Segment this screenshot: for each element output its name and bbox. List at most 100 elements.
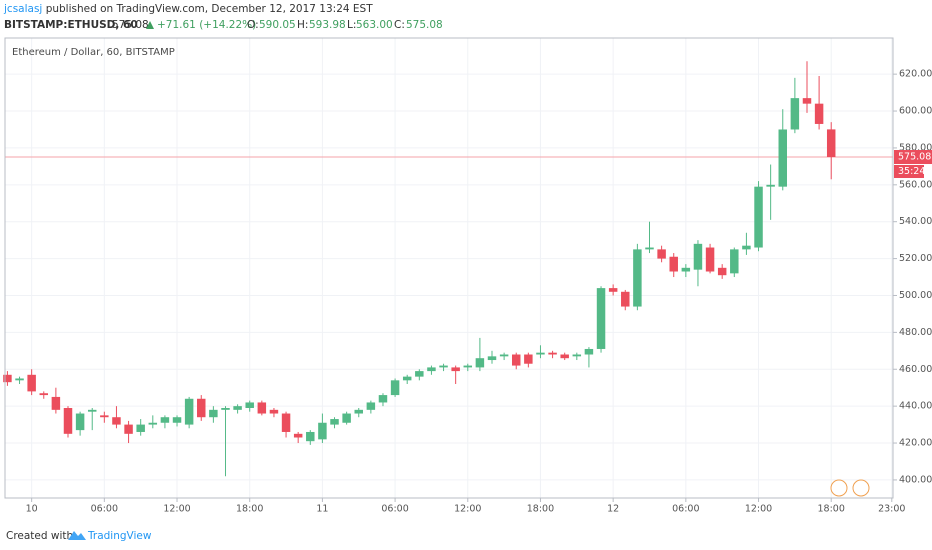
candle-body xyxy=(645,247,654,250)
candle-body xyxy=(184,398,194,425)
candle-body xyxy=(427,367,436,372)
l-label: L: xyxy=(347,19,356,31)
footer-created: Created with xyxy=(6,530,73,542)
candle-body xyxy=(778,129,787,187)
change: +71.61 (+14.22%) xyxy=(157,19,256,31)
countdown: 35:24 xyxy=(898,166,925,177)
y-tick-label: 600.00 xyxy=(899,106,932,117)
candle-body xyxy=(112,417,121,425)
candle-body xyxy=(560,354,569,359)
candle-body xyxy=(415,371,424,377)
candle-body xyxy=(27,374,36,392)
plot-frame xyxy=(4,37,894,499)
candle-body xyxy=(269,409,279,414)
candle-body xyxy=(826,129,836,158)
x-tick-label: 18:00 xyxy=(818,504,845,515)
candle-body xyxy=(802,98,812,104)
candle-body xyxy=(621,291,630,307)
candle-body xyxy=(209,409,218,418)
candle-body xyxy=(148,422,158,425)
candle-body xyxy=(511,354,521,366)
y-tick-label: 540.00 xyxy=(899,216,932,227)
y-tick-label: 620.00 xyxy=(899,69,932,80)
x-tick-label: 12:00 xyxy=(454,504,481,515)
footer-brand[interactable]: TradingView xyxy=(87,530,152,542)
candle-body xyxy=(705,247,715,272)
event-flag[interactable] xyxy=(852,479,870,497)
byline: jcsalasj published on TradingView.com, D… xyxy=(3,3,373,15)
candle-body xyxy=(766,184,775,187)
c-value: 575.08 xyxy=(406,19,443,31)
last-price-label: 575.08 xyxy=(898,152,931,163)
candle-body xyxy=(378,395,388,403)
up-arrow xyxy=(146,21,154,29)
candle-body xyxy=(681,267,691,272)
y-tick-label: 480.00 xyxy=(899,327,932,338)
candle-body xyxy=(536,352,545,355)
author[interactable]: jcsalasj xyxy=(3,3,42,15)
y-tick-label: 500.00 xyxy=(899,290,932,301)
x-tick-label: 23:00 xyxy=(878,504,905,515)
candle-body xyxy=(572,354,582,357)
x-tick-label: 12:00 xyxy=(745,504,772,515)
candle-body xyxy=(39,393,49,396)
candle-body xyxy=(221,407,230,410)
candle-body xyxy=(75,413,85,431)
candle-body xyxy=(354,409,363,414)
candle-body xyxy=(633,249,642,307)
y-tick-label: 440.00 xyxy=(899,401,932,412)
brand-logo xyxy=(68,531,86,540)
x-tick-label: 18:00 xyxy=(527,504,554,515)
published: published on TradingView.com, December 1… xyxy=(46,3,374,15)
last-price-box xyxy=(894,150,932,165)
y-tick-label: 400.00 xyxy=(899,474,932,485)
candle-body xyxy=(124,424,133,434)
event-flag[interactable] xyxy=(830,479,848,497)
y-tick-label: 460.00 xyxy=(899,364,932,375)
candle-body xyxy=(596,288,606,349)
h-label: H: xyxy=(297,19,308,31)
candle-body xyxy=(281,413,291,432)
countdown-box xyxy=(894,165,924,179)
candle-body xyxy=(463,365,473,368)
candle-body xyxy=(584,348,594,355)
candle-body xyxy=(136,424,145,432)
candle-body xyxy=(197,398,206,418)
o-value: 590.05 xyxy=(259,19,296,31)
candle-body xyxy=(754,186,763,248)
candle-body xyxy=(814,103,824,124)
event-flags xyxy=(830,479,870,497)
y-tick-label: 560.00 xyxy=(899,179,932,190)
x-tick-label: 06:00 xyxy=(91,504,118,515)
x-tick-label: 06:00 xyxy=(381,504,408,515)
last: 575.08 xyxy=(112,19,149,31)
y-tick-label: 580.00 xyxy=(899,142,932,153)
x-tick-label: 12:00 xyxy=(163,504,190,515)
plot: 400.00 420.00 440.00 460.00 480.00 500.00 520.… xyxy=(3,38,932,515)
candle-body xyxy=(693,243,703,270)
candle-body xyxy=(318,422,327,440)
c-label: C: xyxy=(394,19,405,31)
x-tick-label: 12 xyxy=(607,504,619,515)
l-value: 563.00 xyxy=(356,19,393,31)
candle-body xyxy=(63,407,73,434)
candle-body xyxy=(730,249,739,274)
candle-body xyxy=(87,409,97,412)
candle-body xyxy=(172,417,182,423)
candle-body xyxy=(475,358,485,368)
candle-body xyxy=(451,367,460,372)
x-tick-label: 06:00 xyxy=(672,504,699,515)
candle-body xyxy=(51,396,61,410)
candle-body xyxy=(717,267,727,276)
candle-body xyxy=(742,245,751,250)
candle-body xyxy=(257,402,267,414)
candle-body xyxy=(608,288,618,292)
symbol: BITSTAMP:ETHUSD, 60 xyxy=(4,19,138,31)
candle-body xyxy=(657,249,666,259)
x-tick-label: 11 xyxy=(316,504,328,515)
candle-body xyxy=(3,374,12,383)
candle-body xyxy=(306,431,315,442)
candle-body xyxy=(330,419,339,425)
